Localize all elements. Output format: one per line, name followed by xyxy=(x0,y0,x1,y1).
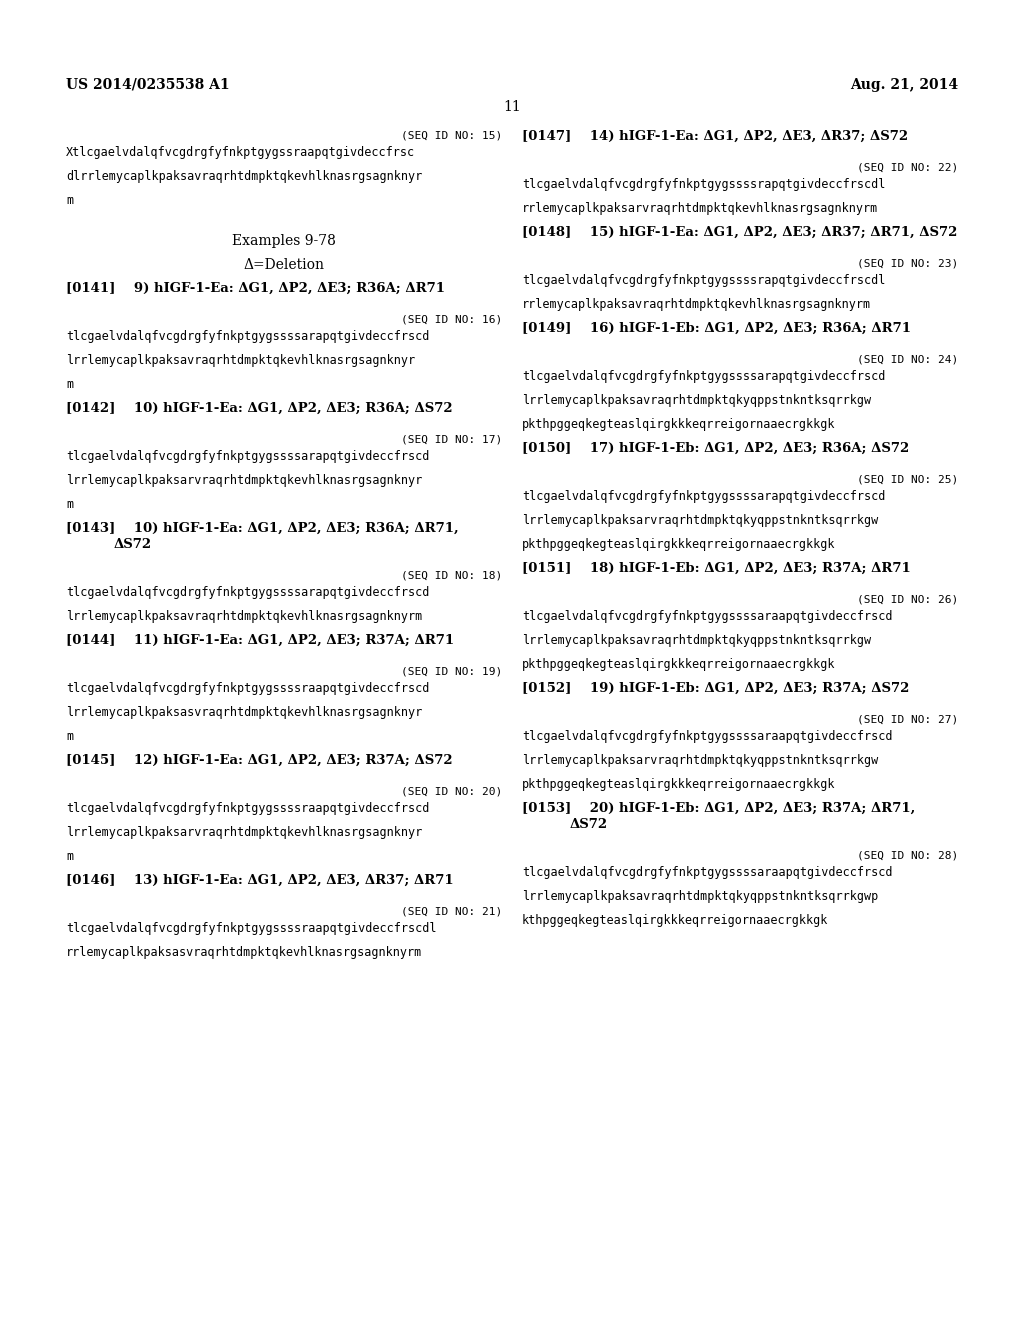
Text: dlrrlemycaplkpaksavraqrhtdmpktqkevhlknasrgsagnknyr: dlrrlemycaplkpaksavraqrhtdmpktqkevhlknas… xyxy=(66,170,422,183)
Text: [0147]    14) hIGF-1-Ea: ΔG1, ΔP2, ΔE3, ΔR37; ΔS72: [0147] 14) hIGF-1-Ea: ΔG1, ΔP2, ΔE3, ΔR3… xyxy=(522,129,908,143)
Text: lrrlemycaplkpaksavraqrhtdmpktqkyqppstnkntksqrrkgw: lrrlemycaplkpaksavraqrhtdmpktqkyqppstnkn… xyxy=(522,393,871,407)
Text: tlcgaelvdalqfvcgdrgfyfnkptgygssssraapqtgivdeccfrscd: tlcgaelvdalqfvcgdrgfyfnkptgygssssraapqtg… xyxy=(66,803,429,814)
Text: [0150]    17) hIGF-1-Eb: ΔG1, ΔP2, ΔE3; R36A; ΔS72: [0150] 17) hIGF-1-Eb: ΔG1, ΔP2, ΔE3; R36… xyxy=(522,442,909,455)
Text: lrrlemycaplkpaksasvraqrhtdmpktqkevhlknasrgsagnknyr: lrrlemycaplkpaksasvraqrhtdmpktqkevhlknas… xyxy=(66,706,422,719)
Text: [0153]    20) hIGF-1-Eb: ΔG1, ΔP2, ΔE3; R37A; ΔR71,: [0153] 20) hIGF-1-Eb: ΔG1, ΔP2, ΔE3; R37… xyxy=(522,803,915,814)
Text: Aug. 21, 2014: Aug. 21, 2014 xyxy=(850,78,958,92)
Text: tlcgaelvdalqfvcgdrgfyfnkptgygssssarapqtgivdeccfrscd: tlcgaelvdalqfvcgdrgfyfnkptgygssssarapqtg… xyxy=(66,586,429,599)
Text: m: m xyxy=(66,850,73,863)
Text: Δ=Deletion: Δ=Deletion xyxy=(244,257,325,272)
Text: [0148]    15) hIGF-1-Ea: ΔG1, ΔP2, ΔE3; ΔR37; ΔR71, ΔS72: [0148] 15) hIGF-1-Ea: ΔG1, ΔP2, ΔE3; ΔR3… xyxy=(522,226,957,239)
Text: (SEQ ID NO: 18): (SEQ ID NO: 18) xyxy=(400,570,502,579)
Text: tlcgaelvdalqfvcgdrgfyfnkptgygssssaraapqtgivdeccfrscd: tlcgaelvdalqfvcgdrgfyfnkptgygssssaraapqt… xyxy=(522,866,893,879)
Text: (SEQ ID NO: 21): (SEQ ID NO: 21) xyxy=(400,906,502,916)
Text: tlcgaelvdalqfvcgdrgfyfnkptgygssssrapqtgivdeccfrscdl: tlcgaelvdalqfvcgdrgfyfnkptgygssssrapqtgi… xyxy=(522,178,886,191)
Text: lrrlemycaplkpaksarvraqrhtdmpktqkevhlknasrgsagnknyr: lrrlemycaplkpaksarvraqrhtdmpktqkevhlknas… xyxy=(66,474,422,487)
Text: (SEQ ID NO: 20): (SEQ ID NO: 20) xyxy=(400,785,502,796)
Text: kthpggeqkegteaslqirgkkkeqrreigornaaecrgkkgk: kthpggeqkegteaslqirgkkkeqrreigornaaecrgk… xyxy=(522,913,828,927)
Text: tlcgaelvdalqfvcgdrgfyfnkptgygssssraapqtgivdeccfrscd: tlcgaelvdalqfvcgdrgfyfnkptgygssssraapqtg… xyxy=(66,682,429,696)
Text: pkthpggeqkegteaslqirgkkkeqrreigornaaecrgkkgk: pkthpggeqkegteaslqirgkkkeqrreigornaaecrg… xyxy=(522,657,836,671)
Text: 11: 11 xyxy=(503,100,521,114)
Text: [0141]    9) hIGF-1-Ea: ΔG1, ΔP2, ΔE3; R36A; ΔR71: [0141] 9) hIGF-1-Ea: ΔG1, ΔP2, ΔE3; R36A… xyxy=(66,282,445,294)
Text: lrrlemycaplkpaksarvraqrhtdmpktqkyqppstnkntksqrrkgw: lrrlemycaplkpaksarvraqrhtdmpktqkyqppstnk… xyxy=(522,513,879,527)
Text: [0142]    10) hIGF-1-Ea: ΔG1, ΔP2, ΔE3; R36A; ΔS72: [0142] 10) hIGF-1-Ea: ΔG1, ΔP2, ΔE3; R36… xyxy=(66,403,453,414)
Text: pkthpggeqkegteaslqirgkkkeqrreigornaaecrgkkgk: pkthpggeqkegteaslqirgkkkeqrreigornaaecrg… xyxy=(522,418,836,432)
Text: (SEQ ID NO: 19): (SEQ ID NO: 19) xyxy=(400,667,502,676)
Text: (SEQ ID NO: 15): (SEQ ID NO: 15) xyxy=(400,129,502,140)
Text: [0151]    18) hIGF-1-Eb: ΔG1, ΔP2, ΔE3; R37A; ΔR71: [0151] 18) hIGF-1-Eb: ΔG1, ΔP2, ΔE3; R37… xyxy=(522,562,910,576)
Text: US 2014/0235538 A1: US 2014/0235538 A1 xyxy=(66,78,229,92)
Text: lrrlemycaplkpaksavraqrhtdmpktqkyqppstnkntksqrrkgwp: lrrlemycaplkpaksavraqrhtdmpktqkyqppstnkn… xyxy=(522,890,879,903)
Text: [0146]    13) hIGF-1-Ea: ΔG1, ΔP2, ΔE3, ΔR37; ΔR71: [0146] 13) hIGF-1-Ea: ΔG1, ΔP2, ΔE3, ΔR3… xyxy=(66,874,454,887)
Text: ΔS72: ΔS72 xyxy=(570,818,608,832)
Text: rrlemycaplkpaksavraqrhtdmpktqkevhlknasrgsagnknyrm: rrlemycaplkpaksavraqrhtdmpktqkevhlknasrg… xyxy=(522,298,871,312)
Text: [0149]    16) hIGF-1-Eb: ΔG1, ΔP2, ΔE3; R36A; ΔR71: [0149] 16) hIGF-1-Eb: ΔG1, ΔP2, ΔE3; R36… xyxy=(522,322,911,335)
Text: tlcgaelvdalqfvcgdrgfyfnkptgygssssarapqtgivdeccfrscd: tlcgaelvdalqfvcgdrgfyfnkptgygssssarapqtg… xyxy=(66,330,429,343)
Text: lrrlemycaplkpaksavraqrhtdmpktqkyqppstnkntksqrrkgw: lrrlemycaplkpaksavraqrhtdmpktqkyqppstnkn… xyxy=(522,634,871,647)
Text: [0145]    12) hIGF-1-Ea: ΔG1, ΔP2, ΔE3; R37A; ΔS72: [0145] 12) hIGF-1-Ea: ΔG1, ΔP2, ΔE3; R37… xyxy=(66,754,453,767)
Text: tlcgaelvdalqfvcgdrgfyfnkptgygssssaraapqtgivdeccfrscd: tlcgaelvdalqfvcgdrgfyfnkptgygssssaraapqt… xyxy=(522,730,893,743)
Text: pkthpggeqkegteaslqirgkkkeqrreigornaaecrgkkgk: pkthpggeqkegteaslqirgkkkeqrreigornaaecrg… xyxy=(522,539,836,550)
Text: [0144]    11) hIGF-1-Ea: ΔG1, ΔP2, ΔE3; R37A; ΔR71: [0144] 11) hIGF-1-Ea: ΔG1, ΔP2, ΔE3; R37… xyxy=(66,634,454,647)
Text: (SEQ ID NO: 16): (SEQ ID NO: 16) xyxy=(400,314,502,323)
Text: Xtlcgaelvdalqfvcgdrgfyfnkptgygssraapqtgivdeccfrsc: Xtlcgaelvdalqfvcgdrgfyfnkptgygssraapqtgi… xyxy=(66,147,415,158)
Text: lrrlemycaplkpaksarvraqrhtdmpktqkevhlknasrgsagnknyr: lrrlemycaplkpaksarvraqrhtdmpktqkevhlknas… xyxy=(66,826,422,840)
Text: (SEQ ID NO: 24): (SEQ ID NO: 24) xyxy=(857,354,958,364)
Text: ΔS72: ΔS72 xyxy=(114,539,153,550)
Text: lrrlemycaplkpaksavraqrhtdmpktqkevhlknasrgsagnknyr: lrrlemycaplkpaksavraqrhtdmpktqkevhlknasr… xyxy=(66,354,415,367)
Text: (SEQ ID NO: 23): (SEQ ID NO: 23) xyxy=(857,257,958,268)
Text: tlcgaelvdalqfvcgdrgfyfnkptgygssssraapqtgivdeccfrscdl: tlcgaelvdalqfvcgdrgfyfnkptgygssssraapqtg… xyxy=(66,921,436,935)
Text: rrlemycaplkpaksasvraqrhtdmpktqkevhlknasrgsagnknyrm: rrlemycaplkpaksasvraqrhtdmpktqkevhlknasr… xyxy=(66,946,422,960)
Text: rrlemycaplkpaksarvraqrhtdmpktqkevhlknasrgsagnknyrm: rrlemycaplkpaksarvraqrhtdmpktqkevhlknasr… xyxy=(522,202,879,215)
Text: [0143]    10) hIGF-1-Ea: ΔG1, ΔP2, ΔE3; R36A; ΔR71,: [0143] 10) hIGF-1-Ea: ΔG1, ΔP2, ΔE3; R36… xyxy=(66,521,459,535)
Text: tlcgaelvdalqfvcgdrgfyfnkptgygssssarapqtgivdeccfrscd: tlcgaelvdalqfvcgdrgfyfnkptgygssssarapqtg… xyxy=(66,450,429,463)
Text: [0152]    19) hIGF-1-Eb: ΔG1, ΔP2, ΔE3; R37A; ΔS72: [0152] 19) hIGF-1-Eb: ΔG1, ΔP2, ΔE3; R37… xyxy=(522,682,909,696)
Text: m: m xyxy=(66,730,73,743)
Text: (SEQ ID NO: 26): (SEQ ID NO: 26) xyxy=(857,594,958,605)
Text: tlcgaelvdalqfvcgdrgfyfnkptgygssssarapqtgivdeccfrscd: tlcgaelvdalqfvcgdrgfyfnkptgygssssarapqtg… xyxy=(522,490,886,503)
Text: m: m xyxy=(66,378,73,391)
Text: (SEQ ID NO: 27): (SEQ ID NO: 27) xyxy=(857,714,958,723)
Text: m: m xyxy=(66,498,73,511)
Text: (SEQ ID NO: 28): (SEQ ID NO: 28) xyxy=(857,850,958,861)
Text: (SEQ ID NO: 17): (SEQ ID NO: 17) xyxy=(400,434,502,444)
Text: tlcgaelvdalqfvcgdrgfyfnkptgygssssaraapqtgivdeccfrscd: tlcgaelvdalqfvcgdrgfyfnkptgygssssaraapqt… xyxy=(522,610,893,623)
Text: lrrlemycaplkpaksavraqrhtdmpktqkevhlknasrgsagnknyrm: lrrlemycaplkpaksavraqrhtdmpktqkevhlknasr… xyxy=(66,610,422,623)
Text: lrrlemycaplkpaksarvraqrhtdmpktqkyqppstnkntksqrrkgw: lrrlemycaplkpaksarvraqrhtdmpktqkyqppstnk… xyxy=(522,754,879,767)
Text: Examples 9-78: Examples 9-78 xyxy=(232,234,336,248)
Text: (SEQ ID NO: 25): (SEQ ID NO: 25) xyxy=(857,474,958,484)
Text: (SEQ ID NO: 22): (SEQ ID NO: 22) xyxy=(857,162,958,172)
Text: pkthpggeqkegteaslqirgkkkeqrreigornaaecrgkkgk: pkthpggeqkegteaslqirgkkkeqrreigornaaecrg… xyxy=(522,777,836,791)
Text: tlcgaelvdalqfvcgdrgfyfnkptgygssssarapqtgivdeccfrscd: tlcgaelvdalqfvcgdrgfyfnkptgygssssarapqtg… xyxy=(522,370,886,383)
Text: tlcgaelvdalqfvcgdrgfyfnkptgygssssrapqtgivdeccfrscdl: tlcgaelvdalqfvcgdrgfyfnkptgygssssrapqtgi… xyxy=(522,275,886,286)
Text: m: m xyxy=(66,194,73,207)
